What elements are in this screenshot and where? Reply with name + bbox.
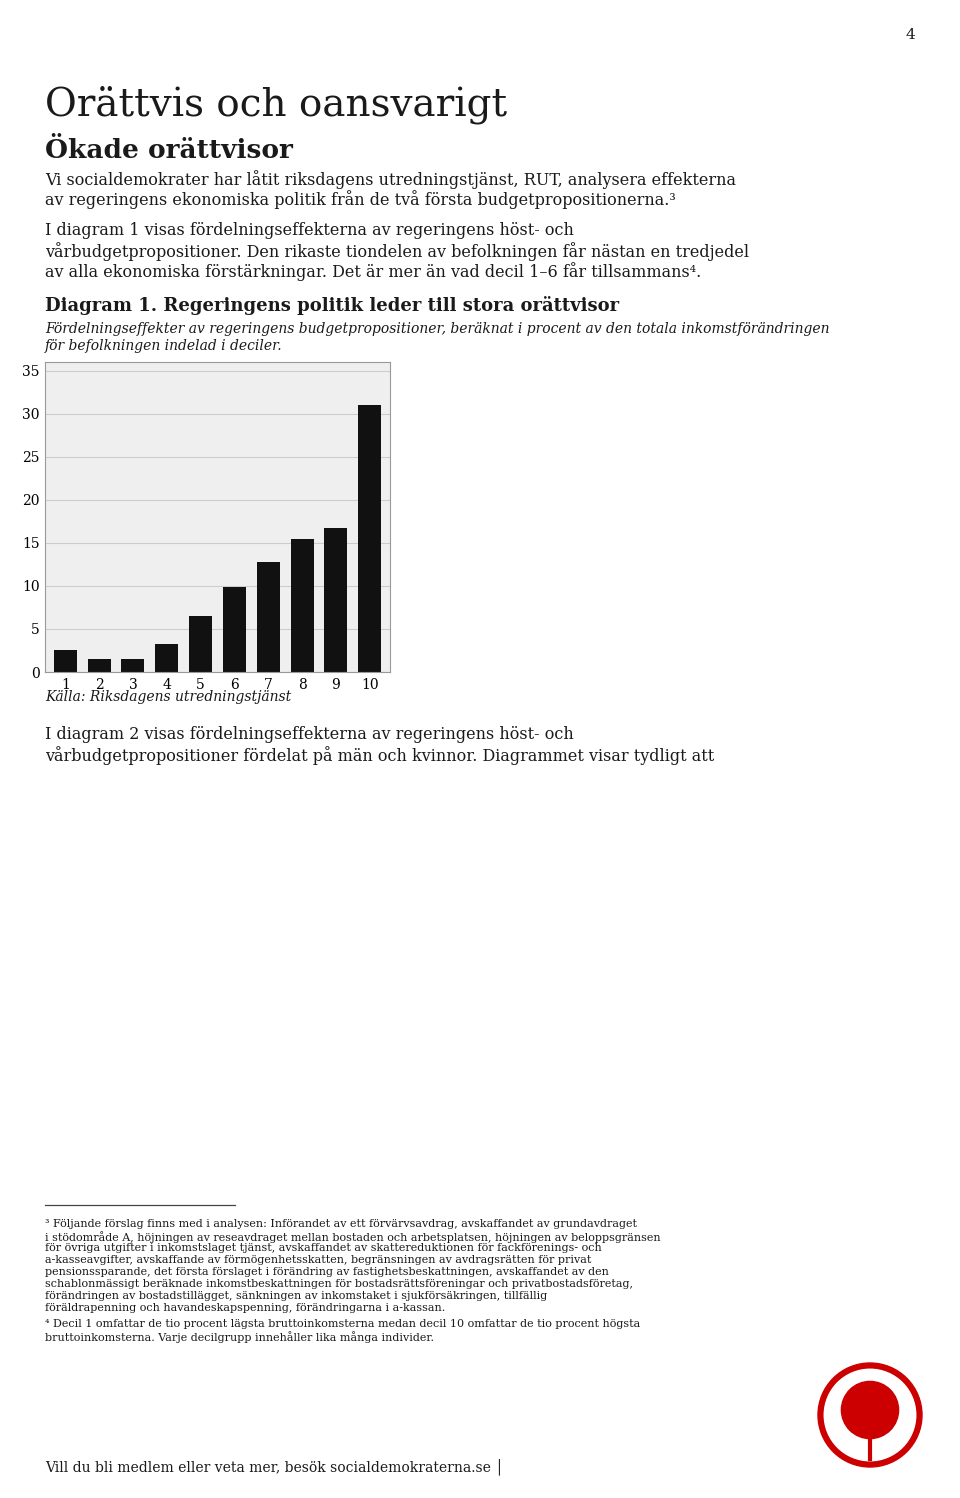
Bar <box>156 644 179 673</box>
Text: I diagram 2 visas fördelningseffekterna av regeringens höst- och: I diagram 2 visas fördelningseffekterna … <box>45 727 574 743</box>
Text: I diagram 1 visas fördelningseffekterna av regeringens höst- och: I diagram 1 visas fördelningseffekterna … <box>45 222 574 240</box>
Text: vårbudgetpropositioner fördelat på män och kvinnor. Diagrammet visar tydligt att: vårbudgetpropositioner fördelat på män o… <box>45 746 714 765</box>
Bar <box>54 650 77 673</box>
Circle shape <box>841 1381 899 1438</box>
Text: Vill du bli medlem eller veta mer, besök socialdemokraterna.se │: Vill du bli medlem eller veta mer, besök… <box>45 1458 504 1474</box>
Text: i stödområde A, höjningen av reseavdraget mellan bostaden och arbetsplatsen, höj: i stödområde A, höjningen av reseavdrage… <box>45 1231 660 1243</box>
Bar <box>358 404 381 673</box>
Text: ³ Följande förslag finns med i analysen: Införandet av ett förvärvsavdrag, avska: ³ Följande förslag finns med i analysen:… <box>45 1219 637 1228</box>
FancyArrowPatch shape <box>872 1422 886 1434</box>
Bar <box>223 587 246 673</box>
Text: för övriga utgifter i inkomstslaget tjänst, avskaffandet av skattereduktionen fö: för övriga utgifter i inkomstslaget tjän… <box>45 1243 602 1252</box>
Text: 4: 4 <box>905 28 915 42</box>
Text: Fördelningseffekter av regeringens budgetpropositioner, beräknat i procent av de: Fördelningseffekter av regeringens budge… <box>45 322 829 336</box>
Text: Orättvis och oansvarigt: Orättvis och oansvarigt <box>45 85 507 123</box>
Text: vårbudgetpropositioner. Den rikaste tiondelen av befolkningen får nästan en tred: vårbudgetpropositioner. Den rikaste tion… <box>45 243 749 261</box>
Bar <box>122 659 144 673</box>
Text: föräldrapenning och havandeskapspenning, förändringarna i a-kassan.: föräldrapenning och havandeskapspenning,… <box>45 1303 445 1314</box>
Bar <box>291 538 314 673</box>
Text: Ökade orättvisor: Ökade orättvisor <box>45 138 293 163</box>
Circle shape <box>825 1369 916 1461</box>
Bar <box>87 659 110 673</box>
Text: Diagram 1. Regeringens politik leder till stora orättvisor: Diagram 1. Regeringens politik leder til… <box>45 297 619 315</box>
Text: pensionssparande, det första förslaget i förändring av fastighetsbeskattningen, : pensionssparande, det första förslaget i… <box>45 1267 609 1276</box>
Bar <box>324 529 348 673</box>
Text: för befolkningen indelad i deciler.: för befolkningen indelad i deciler. <box>45 339 282 354</box>
Text: ⁴ Decil 1 omfattar de tio procent lägsta bruttoinkomsterna medan decil 10 omfatt: ⁴ Decil 1 omfattar de tio procent lägsta… <box>45 1320 640 1329</box>
Circle shape <box>818 1363 922 1467</box>
Text: förändringen av bostadstillägget, sänkningen av inkomstaket i sjukförsäkringen, : förändringen av bostadstillägget, sänkni… <box>45 1291 547 1300</box>
Text: av regeringens ekonomiska politik från de två första budgetpropositionerna.³: av regeringens ekonomiska politik från d… <box>45 190 676 208</box>
Bar <box>256 562 279 673</box>
Text: a-kasseavgifter, avskaffande av förmögenhetsskatten, begränsningen av avdragsrät: a-kasseavgifter, avskaffande av förmögen… <box>45 1255 591 1264</box>
Bar <box>189 616 212 673</box>
Text: Källa: Riksdagens utredningstjänst: Källa: Riksdagens utredningstjänst <box>45 691 291 704</box>
Text: bruttoinkomsterna. Varje decilgrupp innehåller lika många individer.: bruttoinkomsterna. Varje decilgrupp inne… <box>45 1332 434 1342</box>
Text: schablonmässigt beräknade inkomstbeskattningen för bostadsrättsföreningar och pr: schablonmässigt beräknade inkomstbeskatt… <box>45 1279 633 1288</box>
Text: av alla ekonomiska förstärkningar. Det är mer än vad decil 1–6 får tillsammans⁴.: av alla ekonomiska förstärkningar. Det ä… <box>45 262 701 282</box>
Text: Vi socialdemokrater har låtit riksdagens utredningstjänst, RUT, analysera effekt: Vi socialdemokrater har låtit riksdagens… <box>45 169 736 189</box>
